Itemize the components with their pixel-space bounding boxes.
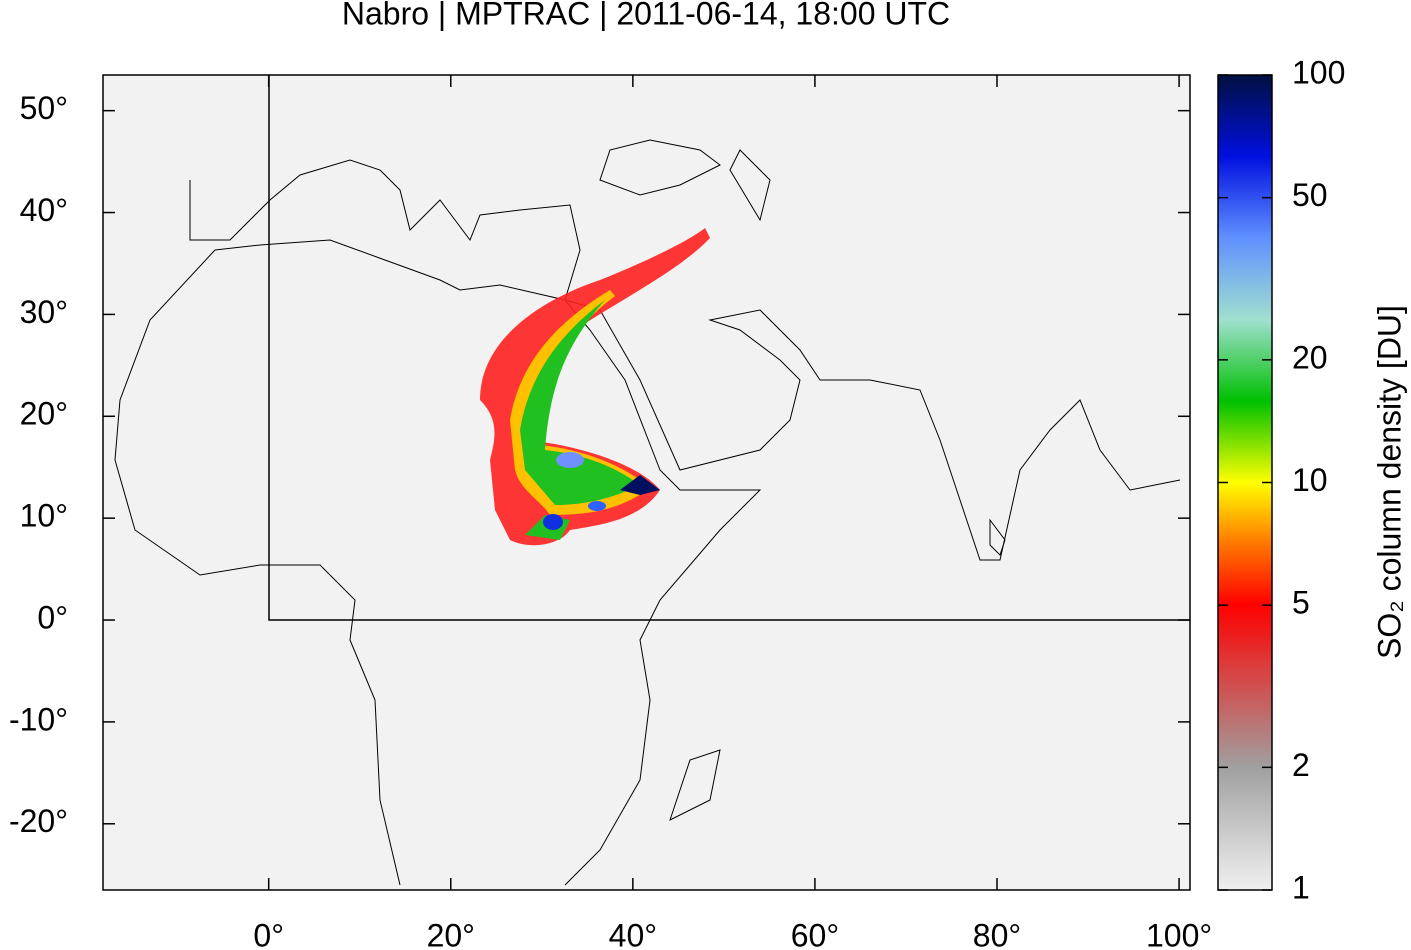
colorbar-label: SO₂ column density [DU]: [1371, 305, 1407, 659]
y-tick-label: -20°: [9, 803, 68, 839]
x-tick-label: 100°: [1146, 917, 1212, 950]
y-tick-label: 40°: [20, 192, 68, 228]
colorbar-tick-label: 1: [1292, 869, 1310, 905]
x-tick-label: 0°: [253, 917, 284, 950]
colorbar-tick-label: 20: [1292, 339, 1328, 375]
x-tick-label: 60°: [791, 917, 839, 950]
colorbar-tick-label: 100: [1292, 54, 1345, 90]
y-tick-label: -10°: [9, 701, 68, 737]
so2-plume: [480, 228, 710, 546]
coastlines: [114, 139, 1181, 886]
colorbar-tick-label: 10: [1292, 462, 1328, 498]
y-tick-label: 20°: [20, 396, 68, 432]
colorbar-tick-label: 50: [1292, 177, 1328, 213]
y-tick-label: 10°: [20, 498, 68, 534]
y-tick-label: 0°: [37, 599, 68, 635]
x-tick-label: 80°: [973, 917, 1021, 950]
y-tick-label: 50°: [20, 90, 68, 126]
domain-box: [268, 75, 1190, 621]
colorbar-tick-label: 2: [1292, 747, 1310, 783]
title: Nabro | MPTRAC | 2011-06-14, 18:00 UTC: [342, 0, 950, 31]
colorbar-tick-label: 5: [1292, 585, 1310, 621]
y-tick-label: 30°: [20, 294, 68, 330]
x-tick-label: 40°: [609, 917, 657, 950]
x-tick-label: 20°: [427, 917, 475, 950]
